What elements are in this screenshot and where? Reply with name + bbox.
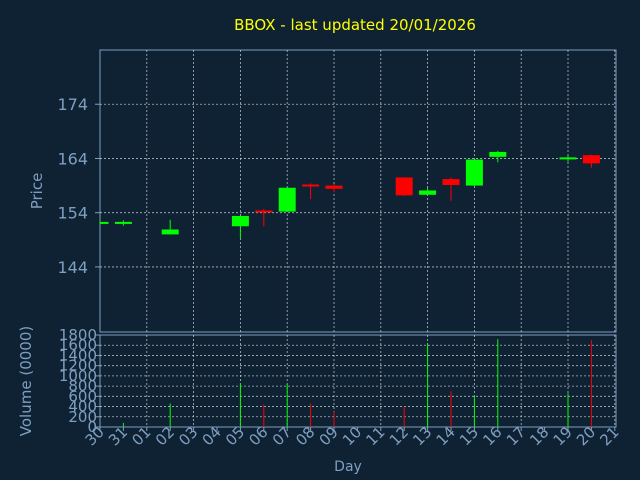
candle-body <box>161 229 179 235</box>
candle-body <box>465 159 483 186</box>
candle-body <box>582 155 600 164</box>
price-tick-label: 174 <box>57 95 88 114</box>
volume-bars <box>122 339 592 427</box>
candles <box>99 150 600 239</box>
price-axis-label: Price <box>28 173 46 210</box>
volume-tick-label: 800 <box>68 377 97 395</box>
volume-grid <box>100 335 616 427</box>
price-panel: 144 154 164 174 Price <box>28 49 617 333</box>
price-tick-label: 144 <box>57 258 88 277</box>
volume-tick-label: 1200 <box>59 357 97 375</box>
volume-tick-label: 600 <box>68 387 97 405</box>
price-tick-label: 164 <box>57 149 88 168</box>
candle-body <box>442 179 460 186</box>
volume-axis-label: Volume (0000) <box>17 326 35 436</box>
volume-tick-label: 0 <box>87 418 97 436</box>
volume-tick-label: 400 <box>68 398 97 416</box>
candle-body <box>559 157 577 160</box>
candle-body <box>302 184 320 187</box>
candle-body <box>231 215 249 227</box>
candle-body <box>278 187 296 212</box>
price-y-ticks: 144 154 164 174 <box>57 95 100 277</box>
volume-tick-label: 1400 <box>59 346 97 364</box>
candle-body <box>325 185 343 189</box>
candle-body <box>100 221 109 224</box>
candle-body <box>114 221 132 224</box>
price-tick-label: 154 <box>57 204 88 223</box>
volume-tick-label: 1800 <box>59 326 97 344</box>
x-axis-label: Day <box>334 459 362 475</box>
volume-plot-frame <box>99 334 617 428</box>
candle-body <box>419 190 437 195</box>
candle-body <box>489 151 507 157</box>
price-plot-frame <box>99 49 617 333</box>
volume-tick-label: 1000 <box>59 367 97 385</box>
volume-tick-label: 1600 <box>59 336 97 354</box>
x-axis-ticks: 3031010203040506070809101112131415161718… <box>82 423 623 449</box>
candle-body <box>395 177 413 196</box>
candle-body <box>255 210 273 213</box>
volume-tick-label: 200 <box>68 408 97 426</box>
chart-title: BBOX - last updated 20/01/2026 <box>234 16 476 34</box>
